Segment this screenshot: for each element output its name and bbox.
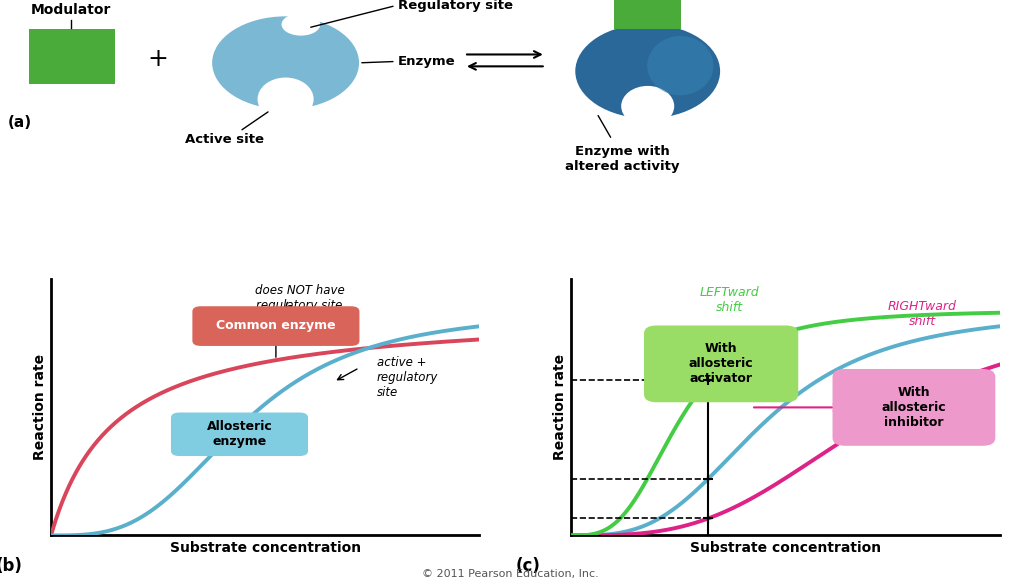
- Ellipse shape: [281, 13, 320, 36]
- Text: Enzyme with
altered activity: Enzyme with altered activity: [565, 146, 679, 173]
- Text: © 2011 Pearson Education, Inc.: © 2011 Pearson Education, Inc.: [421, 569, 598, 579]
- Text: RIGHTward
shift: RIGHTward shift: [888, 300, 956, 328]
- FancyBboxPatch shape: [613, 0, 681, 29]
- Text: Enzyme: Enzyme: [397, 55, 454, 68]
- FancyBboxPatch shape: [171, 413, 308, 456]
- FancyBboxPatch shape: [832, 369, 995, 446]
- Text: Allosteric
enzyme: Allosteric enzyme: [207, 420, 272, 448]
- Y-axis label: Reaction rate: Reaction rate: [552, 354, 567, 460]
- Ellipse shape: [257, 77, 314, 121]
- Text: +: +: [148, 47, 168, 72]
- Text: Active site: Active site: [184, 133, 264, 146]
- X-axis label: Substrate concentration: Substrate concentration: [689, 541, 880, 555]
- FancyBboxPatch shape: [643, 325, 798, 402]
- Ellipse shape: [621, 86, 674, 126]
- Ellipse shape: [647, 36, 713, 95]
- Text: Regulatory site: Regulatory site: [397, 0, 513, 12]
- Text: (c): (c): [515, 558, 540, 575]
- Text: With
allosteric
activator: With allosteric activator: [688, 342, 753, 385]
- Text: With
allosteric
inhibitor: With allosteric inhibitor: [880, 386, 946, 429]
- Ellipse shape: [212, 16, 359, 109]
- Text: Modulator: Modulator: [32, 3, 111, 17]
- Y-axis label: Reaction rate: Reaction rate: [33, 354, 47, 460]
- Text: Common enzyme: Common enzyme: [216, 320, 335, 332]
- Text: (a): (a): [8, 115, 33, 130]
- X-axis label: Substrate concentration: Substrate concentration: [169, 541, 361, 555]
- Text: (b): (b): [0, 558, 22, 575]
- FancyBboxPatch shape: [193, 306, 359, 346]
- Text: active +
regulatory
site: active + regulatory site: [376, 356, 437, 399]
- Ellipse shape: [575, 24, 719, 118]
- Text: does NOT have
regulatory site: does NOT have regulatory site: [255, 285, 344, 313]
- FancyBboxPatch shape: [29, 29, 115, 84]
- Text: LEFTward
shift: LEFTward shift: [699, 286, 759, 314]
